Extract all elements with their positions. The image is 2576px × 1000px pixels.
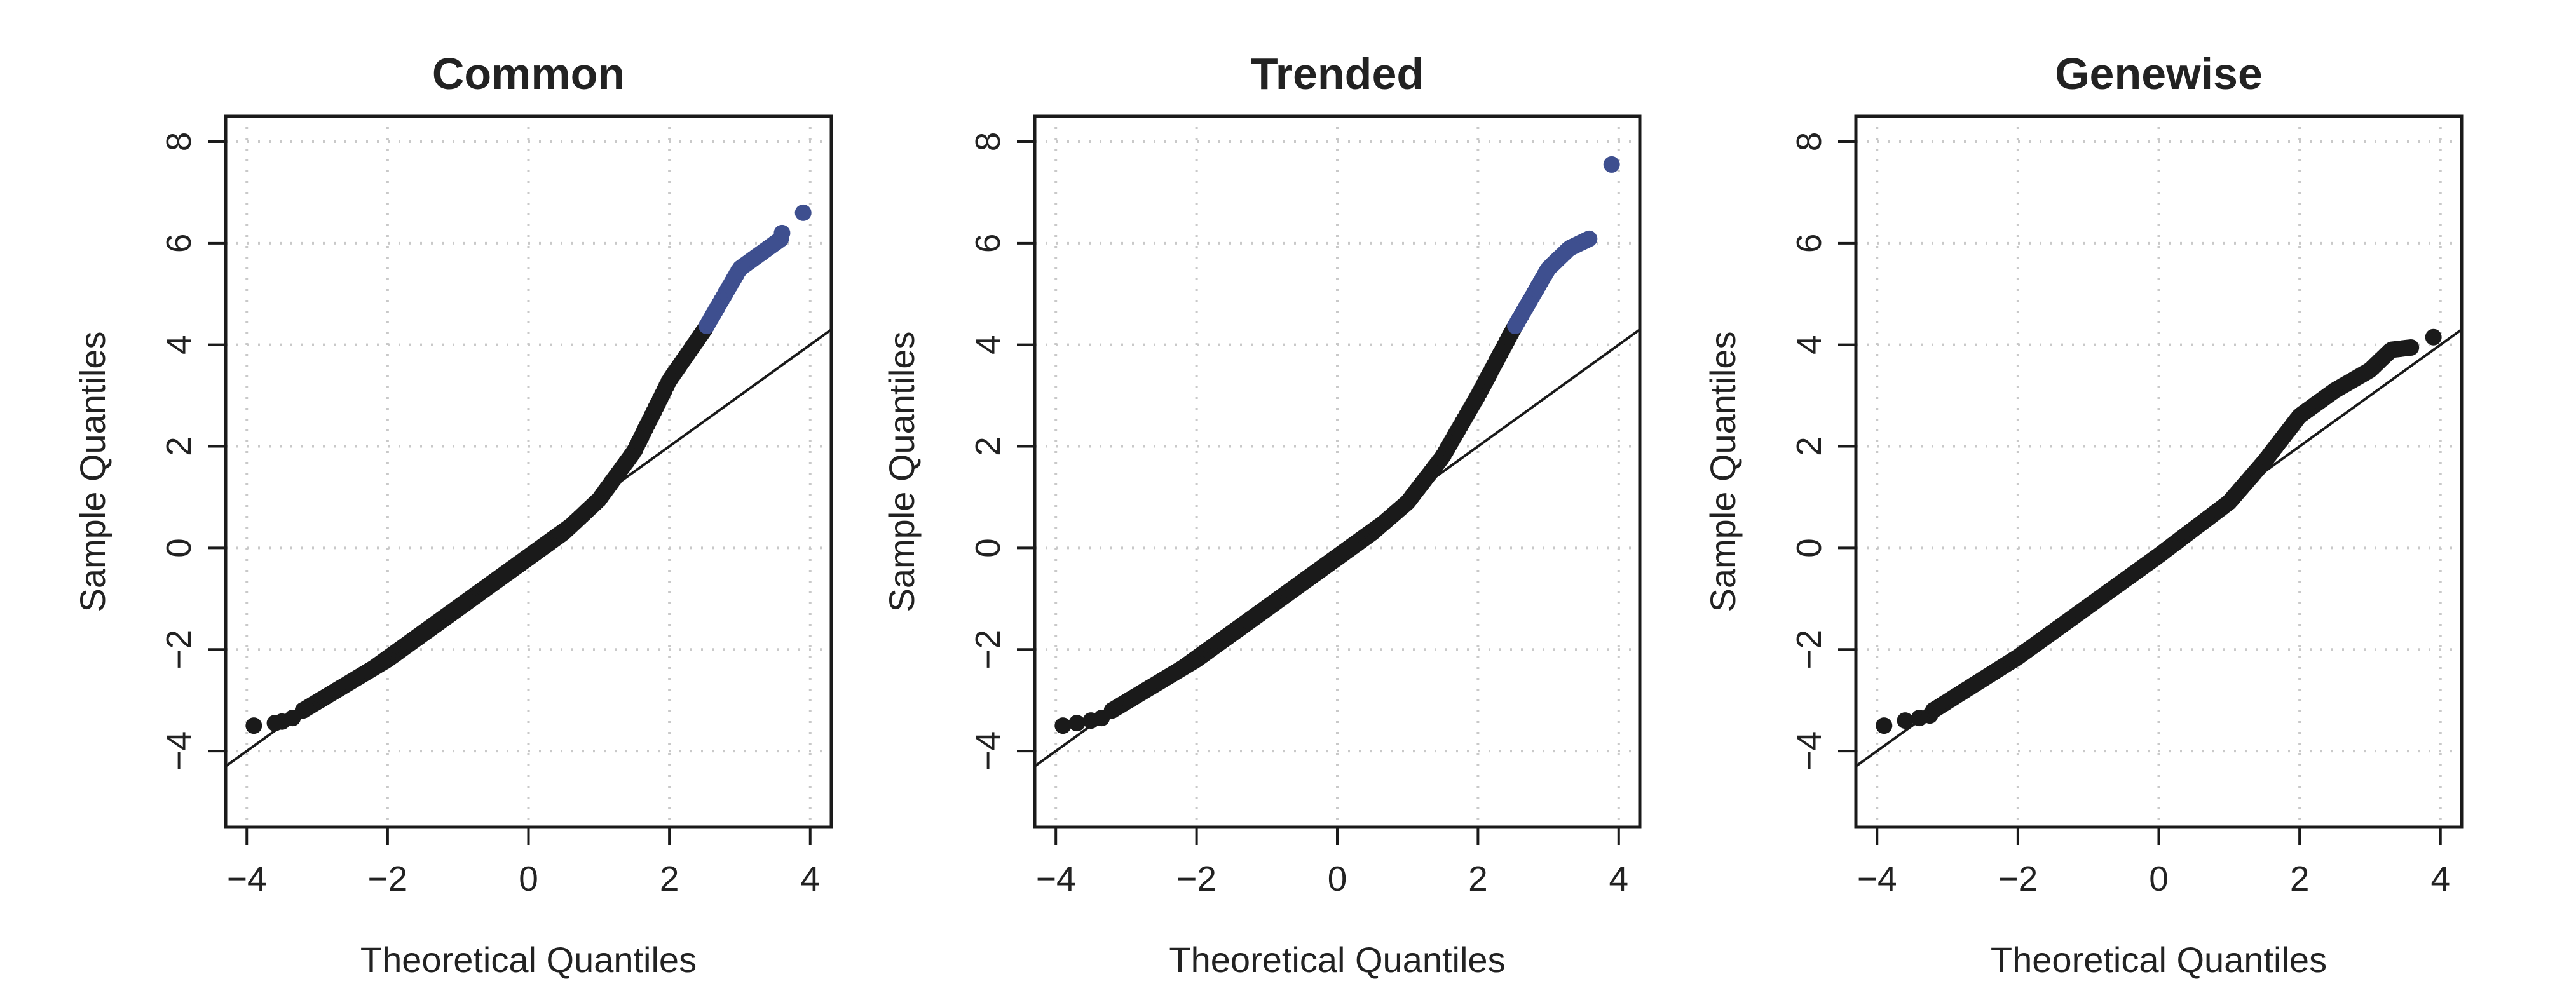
x-axis-label: Theoretical Quantiles <box>360 940 697 980</box>
x-tick-label: 2 <box>660 859 679 898</box>
x-tick-label: 2 <box>1468 859 1488 898</box>
y-tick-label: −2 <box>968 630 1007 670</box>
x-tick-label: −4 <box>1857 859 1897 898</box>
y-axis: −4 −2 0 2 4 6 8 <box>968 132 1035 771</box>
x-tick-label: 4 <box>1609 859 1628 898</box>
y-tick-label: 2 <box>159 436 198 456</box>
data-point <box>245 717 262 734</box>
x-axis-label: Theoretical Quantiles <box>1169 940 1505 980</box>
y-tick-label: −4 <box>968 731 1007 771</box>
y-tick-label: 6 <box>1789 234 1829 253</box>
data-point <box>1897 712 1914 729</box>
y-tick-label: 0 <box>159 538 198 558</box>
y-tick-label: −4 <box>159 731 198 771</box>
grid-lines <box>226 116 831 827</box>
data-point <box>2425 328 2442 346</box>
y-tick-label: 6 <box>159 234 198 253</box>
y-tick-label: −4 <box>1789 731 1829 771</box>
x-tick-label: 2 <box>2290 859 2310 898</box>
highlighted-point <box>1603 156 1620 173</box>
y-tick-label: 0 <box>1789 538 1829 558</box>
x-axis: −4 −2 0 2 4 <box>227 827 820 898</box>
plot-frame <box>224 114 833 829</box>
x-tick-label: −2 <box>368 859 408 898</box>
x-axis: −4 −2 0 2 4 <box>1857 827 2450 898</box>
qq-panel-1: −4 −2 0 2 4 −4 −2 0 2 4 6 8 Common Theoretical Quanti… <box>72 49 833 980</box>
panel-title: Common <box>432 49 625 98</box>
x-tick-label: −2 <box>1176 859 1216 898</box>
data-point <box>1068 715 1086 732</box>
data-points <box>245 204 812 734</box>
y-axis: −4 −2 0 2 4 6 8 <box>159 132 226 771</box>
grid-lines <box>1035 116 1640 827</box>
grid-lines <box>1856 116 2462 827</box>
highlighted-point <box>794 204 812 221</box>
x-tick-label: 0 <box>2149 859 2169 898</box>
data-point <box>1876 717 1893 734</box>
plot-frame <box>1854 114 2464 829</box>
y-tick-label: 4 <box>1789 335 1829 355</box>
y-axis: −4 −2 0 2 4 6 8 <box>1789 132 1856 771</box>
y-axis-label: Sample Quantiles <box>882 331 922 612</box>
panel-title: Trended <box>1251 49 1424 98</box>
y-tick-label: 0 <box>968 538 1007 558</box>
y-tick-label: 8 <box>1789 132 1829 152</box>
y-tick-label: 8 <box>968 132 1007 152</box>
y-tick-label: 2 <box>1789 436 1829 456</box>
plot-frame <box>1033 114 1642 829</box>
x-tick-label: −4 <box>1036 859 1076 898</box>
x-tick-label: 4 <box>800 859 820 898</box>
x-tick-label: 0 <box>1328 859 1347 898</box>
y-axis-label: Sample Quantiles <box>1703 331 1743 612</box>
qq-panel-3: −4 −2 0 2 4 −4 −2 0 2 4 6 8 Genewise Theoretical Quan… <box>1703 49 2464 980</box>
y-tick-label: 8 <box>159 132 198 152</box>
x-tick-label: −2 <box>1998 859 2038 898</box>
data-points <box>1054 156 1620 734</box>
y-tick-label: −2 <box>1789 630 1829 670</box>
x-axis-label: Theoretical Quantiles <box>1991 940 2327 980</box>
highlighted-point <box>1581 230 1598 247</box>
x-tick-label: 0 <box>519 859 538 898</box>
y-tick-label: 4 <box>159 335 198 355</box>
x-tick-label: −4 <box>227 859 267 898</box>
y-tick-label: −2 <box>159 630 198 670</box>
highlighted-point <box>773 224 791 241</box>
qq-panel-2: −4 −2 0 2 4 −4 −2 0 2 4 6 8 Trended Theoretical Quant… <box>882 49 1642 980</box>
data-points <box>1876 328 2442 734</box>
x-axis: −4 −2 0 2 4 <box>1036 827 1628 898</box>
y-tick-label: 2 <box>968 436 1007 456</box>
panel-title: Genewise <box>2055 49 2263 98</box>
y-axis-label: Sample Quantiles <box>72 331 112 612</box>
y-tick-label: 4 <box>968 335 1007 355</box>
x-tick-label: 4 <box>2430 859 2450 898</box>
data-point <box>2402 339 2420 356</box>
data-point <box>1054 717 1072 734</box>
y-tick-label: 6 <box>968 234 1007 253</box>
